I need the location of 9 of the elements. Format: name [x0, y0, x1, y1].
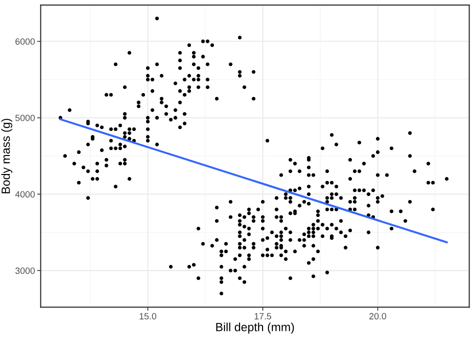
- y-tick-label: 5000: [15, 114, 35, 122]
- x-tick-label: 17.5: [254, 313, 272, 320]
- y-axis-title: Body mass (g): [1, 118, 12, 194]
- x-tick-label: 20.0: [369, 313, 386, 320]
- y-tick-label: 4000: [15, 191, 35, 198]
- y-tick-label: 6000: [15, 38, 35, 45]
- x-tick-label: 15.0: [140, 313, 156, 320]
- x-axis-title: Bill depth (mm): [216, 322, 294, 334]
- y-tick-label: 3000: [15, 268, 35, 274]
